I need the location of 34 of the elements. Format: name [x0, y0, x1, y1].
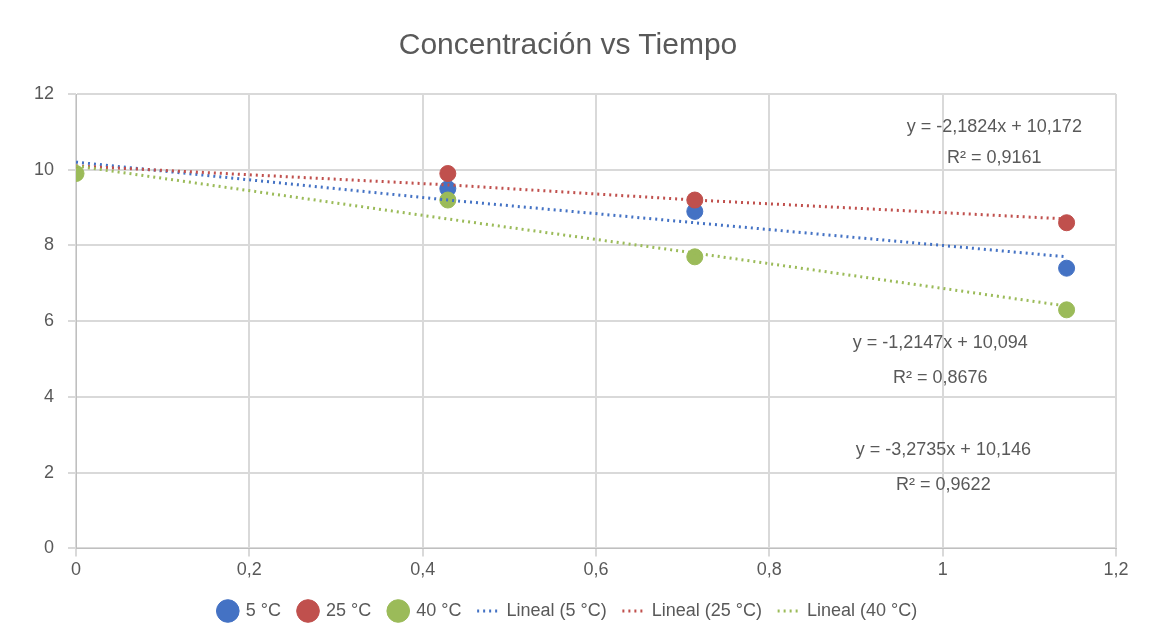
- legend-label: Lineal (5 °C): [506, 599, 607, 620]
- y-tick-label: 2: [44, 461, 55, 482]
- y-tick-label: 8: [44, 234, 55, 255]
- annotation: y = -1,2147x + 10,094: [852, 331, 1028, 352]
- x-tick-label: 0: [71, 559, 82, 580]
- annotation: R² = 0,9161: [947, 146, 1042, 167]
- x-tick-label: 1,2: [1103, 559, 1129, 580]
- annotation: y = -3,2735x + 10,146: [855, 438, 1031, 459]
- point: [686, 191, 704, 209]
- y-tick-label: 0: [44, 537, 55, 558]
- y-tick-label: 4: [44, 385, 55, 406]
- legend-label: 5 °C: [245, 599, 282, 620]
- x-tick-label: 0,6: [583, 559, 609, 580]
- annotation: y = -2,1824x + 10,172: [906, 115, 1082, 136]
- point: [686, 248, 704, 266]
- y-tick-label: 12: [33, 82, 55, 103]
- y-tick-label: 10: [33, 158, 55, 179]
- x-tick-label: 0,8: [756, 559, 782, 580]
- annotation: R² = 0,8676: [892, 366, 988, 387]
- point: [439, 165, 457, 183]
- x-tick-label: 0,4: [410, 559, 436, 580]
- point: [1058, 301, 1076, 319]
- legend-label: 25 °C: [326, 599, 372, 620]
- legend-label: Lineal (25 °C): [651, 599, 762, 620]
- annotation: R² = 0,9622: [896, 473, 991, 494]
- point: [1058, 214, 1076, 232]
- legend-label: 40 °C: [416, 599, 462, 620]
- y-tick-label: 6: [44, 310, 55, 331]
- x-tick-label: 1: [937, 559, 948, 580]
- legend-label: Lineal (40 °C): [806, 599, 918, 620]
- x-tick-label: 0,2: [236, 559, 262, 580]
- point: [439, 191, 457, 209]
- point: [1058, 259, 1076, 277]
- chart-title: Concentración vs Tiempo: [398, 27, 738, 61]
